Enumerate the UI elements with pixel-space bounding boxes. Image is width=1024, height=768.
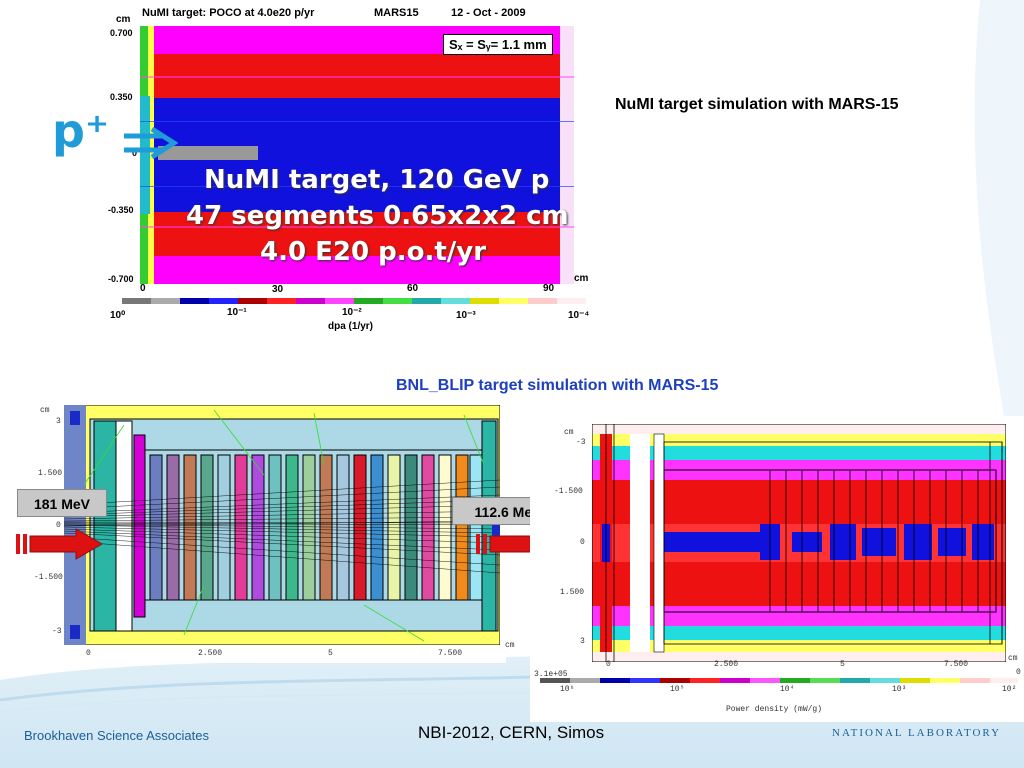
- numi-x-tick-60: 60: [407, 283, 419, 294]
- numi-unit-top: cm: [116, 14, 131, 25]
- power-scale-tick-6: 10⁶: [560, 685, 575, 694]
- power-scale-tick-2: 10²: [1002, 685, 1017, 694]
- power-y-tick-3: 3: [580, 637, 585, 646]
- numi-unit-right: cm: [574, 273, 589, 284]
- footer-organization: Brookhaven Science Associates: [24, 728, 209, 743]
- numi-y-tick-0350: 0.350: [110, 92, 133, 102]
- numi-y-tick-0700: 0.700: [110, 28, 133, 38]
- numi-overlay-line3: 4.0 E20 p.o.t/yr: [260, 237, 487, 267]
- blip-y-tick-neg3: -3: [52, 627, 62, 636]
- numi-scale-label: dpa (1/yr): [328, 321, 374, 332]
- blip-unit-right: cm: [505, 641, 515, 650]
- numi-header-right: 12 - Oct - 2009: [451, 7, 526, 19]
- beam-in-label: 181 MeV: [17, 489, 107, 517]
- blip-geometry-drawing: [64, 405, 500, 645]
- blip-y-tick-0: 0: [56, 521, 61, 530]
- power-scale-tick-5: 10⁵: [670, 685, 685, 694]
- numi-header-mid: MARS15: [374, 7, 419, 19]
- numi-y-tick-neg0700: -0.700: [108, 274, 134, 284]
- blip-y-tick-neg1500: -1.500: [34, 573, 63, 582]
- numi-plot: NuMI target: POCO at 4.0e20 p/yr MARS15 …: [100, 0, 600, 335]
- power-scale-tick-4: 10⁴: [780, 685, 795, 694]
- power-scale-tick-3: 10³: [892, 685, 907, 694]
- blip-x-tick-5: 5: [328, 649, 333, 658]
- power-y-tick-1500: 1.500: [560, 588, 585, 597]
- blip-y-tick-3: 3: [56, 417, 61, 426]
- numi-overlay-text: NuMI target, 120 GeV p 47 segments 0.65x…: [178, 162, 598, 270]
- proton-beam-arrow-icon: [124, 126, 178, 160]
- blip-x-tick-2500: 2.500: [198, 649, 223, 658]
- numi-x-tick-0: 0: [140, 283, 146, 294]
- power-y-tick-0: 0: [580, 538, 585, 547]
- power-scale-label: Power density (mW/g): [726, 705, 823, 714]
- numi-caption: NuMI target simulation with MARS-15: [615, 96, 899, 113]
- power-density-heatmap: [592, 424, 1006, 662]
- footer-lab-name: NATIONAL LABORATORY: [832, 727, 1002, 739]
- blip-caption: BNL_BLIP target simulation with MARS-15: [396, 377, 719, 394]
- numi-scale-tick-1: 10⁻¹: [227, 307, 247, 318]
- power-y-tick-neg1500: -1.500: [554, 487, 583, 496]
- footer-event: NBI-2012, CERN, Simos: [418, 723, 605, 742]
- power-scale-max: 3.1e+05: [534, 670, 568, 679]
- blip-x-tick-7500: 7.500: [438, 649, 463, 658]
- power-scale-zero: 0: [1016, 668, 1021, 677]
- numi-x-tick-30: 30: [272, 284, 284, 295]
- power-x-tick-0: 0: [606, 660, 611, 669]
- numi-x-tick-90: 90: [543, 283, 555, 294]
- numi-header-left: NuMI target: POCO at 4.0e20 p/yr: [142, 7, 315, 19]
- numi-scale-tick-2: 10⁻²: [342, 307, 362, 318]
- power-density-plot: cm -3 -1.500 0 1.500 3: [530, 416, 1024, 722]
- numi-sigma-box: Sₓ = Sᵧ= 1.1 mm: [443, 34, 553, 55]
- numi-scale-tick-4: 10⁻⁴: [568, 310, 590, 321]
- numi-overlay-line2: 47 segments 0.65x2x2 cm: [186, 201, 569, 231]
- power-x-tick-5: 5: [840, 660, 845, 669]
- power-x-tick-7500: 7.500: [944, 660, 969, 669]
- numi-dpa-heatmap: [140, 26, 574, 284]
- numi-color-scale: [122, 298, 586, 304]
- numi-scale-tick-3: 10⁻³: [456, 310, 476, 321]
- power-unit-top: cm: [564, 428, 574, 437]
- proton-label: p⁺: [52, 104, 110, 158]
- power-y-tick-neg3: -3: [576, 438, 586, 447]
- power-x-tick-2500: 2.500: [714, 660, 739, 669]
- power-color-scale: [540, 678, 1018, 683]
- numi-overlay-line1: NuMI target, 120 GeV p: [204, 165, 550, 195]
- numi-y-tick-neg0350: -0.350: [108, 205, 134, 215]
- blip-y-tick-1500: 1.500: [38, 469, 63, 478]
- blip-unit-top: cm: [40, 406, 50, 415]
- numi-scale-tick-0: 10⁰: [110, 310, 126, 321]
- blip-geometry-plot: cm 3 1.500 0 -1.500 -3: [34, 403, 515, 663]
- beam-in-arrow-icon: [16, 528, 104, 560]
- numi-y-tick-0: 0: [132, 148, 138, 158]
- blip-x-tick-0: 0: [86, 649, 91, 658]
- power-unit-right: cm: [1008, 654, 1018, 663]
